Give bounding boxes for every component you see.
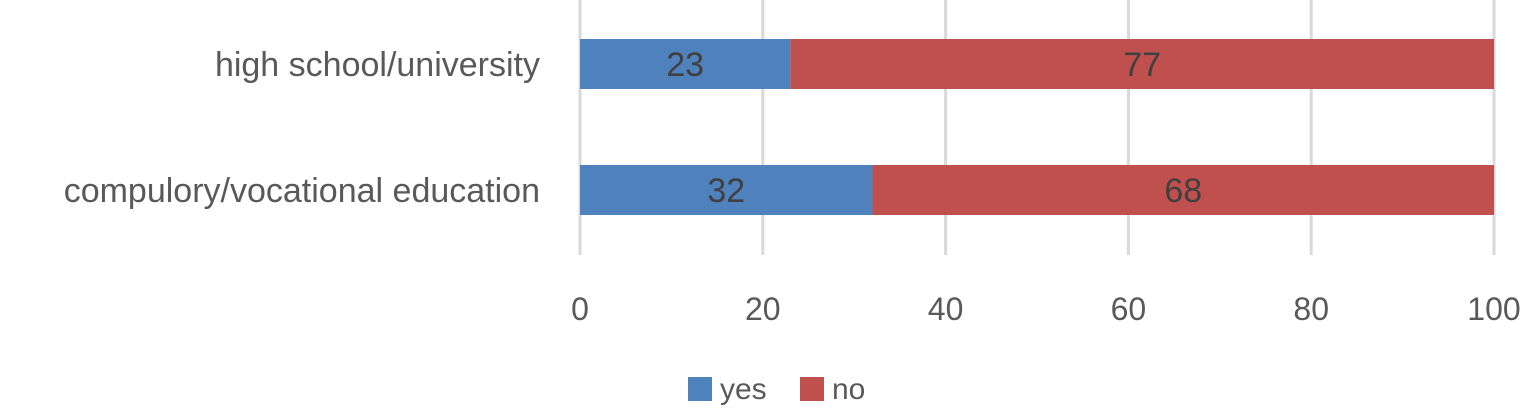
x-axis-tick-labels: 0 20 40 60 80 100 <box>571 291 1521 327</box>
legend-label-no: no <box>832 373 865 406</box>
legend-swatch-no <box>800 377 824 401</box>
x-tick-label: 100 <box>1467 291 1520 327</box>
bar-yes-1 <box>580 165 873 215</box>
data-label-no-0: 77 <box>1123 46 1161 84</box>
legend: yes no <box>688 373 865 406</box>
category-label: high school/university <box>215 46 540 84</box>
bar-no-1 <box>872 165 1494 215</box>
x-tick-label: 0 <box>571 291 589 327</box>
data-label-no-1: 68 <box>1164 172 1202 210</box>
data-label-yes-1: 32 <box>707 172 745 210</box>
x-tick-label: 60 <box>1111 291 1147 327</box>
x-tick-label: 80 <box>1293 291 1329 327</box>
bar-no-0 <box>790 39 1494 89</box>
bar-yes-0 <box>580 39 791 89</box>
legend-swatch-yes <box>688 377 712 401</box>
bars <box>580 39 1494 215</box>
legend-label-yes: yes <box>720 373 767 406</box>
x-tick-label: 40 <box>928 291 964 327</box>
gridlines <box>578 0 1496 255</box>
x-tick-label: 20 <box>745 291 781 327</box>
category-labels: high school/university compulory/vocation… <box>64 46 540 210</box>
data-label-yes-0: 23 <box>666 46 704 84</box>
data-labels: 23 77 32 68 <box>666 46 1202 210</box>
category-label: compulory/vocational education <box>64 172 540 210</box>
